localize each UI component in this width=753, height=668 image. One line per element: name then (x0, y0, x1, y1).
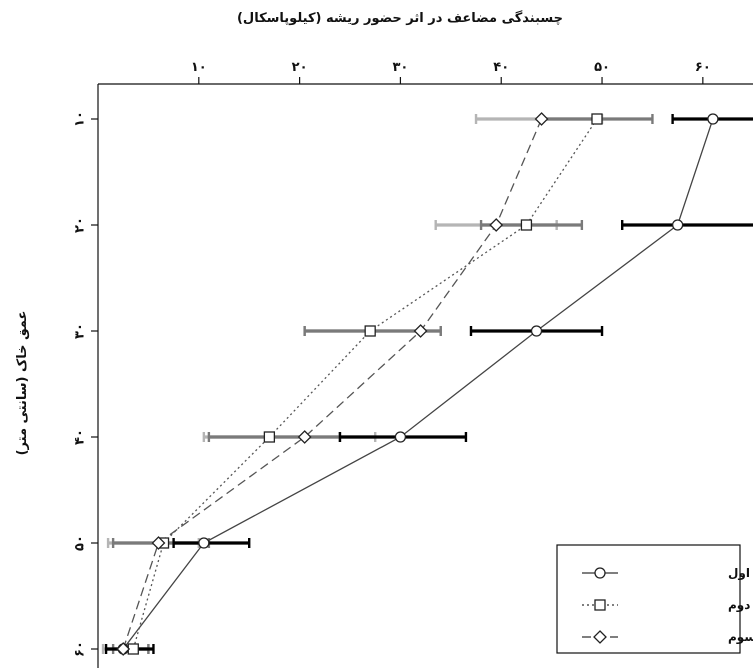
x-tick-label: ۵۰ (594, 60, 610, 75)
diamond-marker (116, 642, 131, 656)
y-tick-label: ۳۰ (73, 323, 88, 339)
series-line (132, 118, 598, 650)
legend-label: رویشگاه سوم (728, 630, 753, 645)
diamond-marker (489, 218, 504, 232)
square-marker (594, 599, 606, 611)
x-axis-title: چسبندگی مضاعف در اثر حضور ریشه (کیلوپاسک… (237, 10, 563, 26)
x-tick-label: ۲۰ (292, 60, 308, 75)
circle-marker (594, 567, 606, 579)
series-line (122, 118, 714, 650)
x-tick-label: ۳۰ (392, 60, 408, 75)
x-tick-label: ۴۰ (493, 60, 509, 75)
legend-label: رویشگاه دوم (728, 598, 753, 613)
legend-box (556, 544, 741, 654)
square-marker (520, 219, 533, 231)
legend: رویشگاه اول رویشگاه دوم رویشگاه سوم (556, 544, 753, 654)
diamond-marker (593, 630, 607, 644)
x-axis-ticks: ۱۰ ۲۰ ۳۰ ۴۰ ۵۰ ۶۰ (191, 60, 711, 84)
plot-frame (97, 83, 753, 668)
square-marker (263, 431, 276, 443)
square-marker (591, 113, 603, 125)
series-line (122, 118, 543, 650)
x-tick-label: ۶۰ (695, 60, 711, 75)
legend-label: رویشگاه اول (728, 566, 753, 581)
diamond-marker (151, 536, 166, 550)
y-tick-label: ۵۰ (73, 535, 88, 551)
diamond-marker (534, 112, 549, 126)
circle-marker (198, 537, 210, 549)
circle-marker (671, 219, 684, 231)
x-tick-label: ۱۰ (191, 60, 207, 75)
circle-marker (530, 325, 543, 337)
series-lines (122, 118, 714, 650)
diamond-marker (297, 430, 312, 444)
y-axis-title: عمق خاک (سانتی متر) (15, 311, 30, 456)
square-marker (364, 325, 376, 337)
y-tick-label: ۱۰ (73, 111, 88, 127)
y-tick-label: ۶۰ (73, 641, 88, 657)
y-axis-ticks: ۱۰ ۲۰ ۳۰ ۴۰ ۵۰ ۶۰ (73, 111, 98, 657)
y-tick-label: ۴۰ (73, 429, 88, 445)
y-tick-label: ۲۰ (73, 217, 88, 233)
circle-marker (707, 113, 719, 125)
diamond-marker (413, 324, 428, 338)
series-markers (116, 112, 719, 656)
circle-marker (394, 431, 407, 443)
